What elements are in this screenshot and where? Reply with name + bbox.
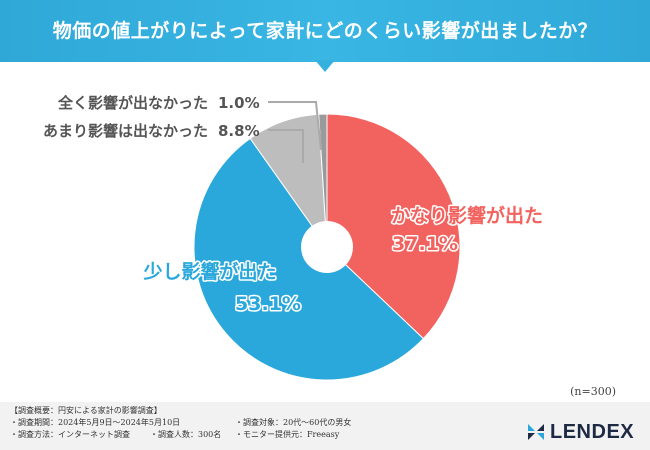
survey-heading: 【調査概要：円安による家計の影響調査】: [10, 406, 162, 415]
slice-great-impact: [326, 113, 461, 340]
leader-line-no-impact: [268, 101, 322, 151]
slice-value-some-impact: 53.1%: [235, 293, 301, 315]
lendex-logo-icon: [528, 424, 544, 440]
slice-label-little-impact: あまり影響は出なかった: [43, 122, 208, 140]
survey-period: ・調査期間：2024年5月9日〜2024年5月10日: [10, 418, 181, 427]
slice-label-no-impact: 全く影響が出なかった: [57, 94, 208, 112]
survey-method: ・調査方法：インターネット調査: [10, 430, 130, 439]
donut-hole: [301, 221, 353, 273]
slice-label-some-impact: 少し影響が出た: [142, 260, 276, 283]
leader-line-little-impact: [268, 129, 304, 163]
chart-title: 物価の値上がりによって家計にどのくらい影響が出ましたか？: [52, 20, 598, 42]
survey-provider: ・モニター提供元：Freeasy: [235, 430, 340, 439]
header-banner: [0, 0, 650, 62]
slice-value-no-impact: 1.0%: [218, 94, 260, 112]
lendex-logo-text: LENDEX: [550, 421, 635, 443]
slice-value-great-impact: 37.1%: [392, 233, 458, 255]
slice-value-little-impact: 8.8%: [218, 122, 260, 140]
slice-label-great-impact: かなり影響が出た: [391, 204, 543, 227]
survey-target: ・調査対象：20代〜60代の男女: [235, 418, 352, 427]
header-pointer: [315, 60, 335, 72]
survey-count: ・調査人数：300名: [150, 430, 222, 439]
sample-size: (n=300): [570, 385, 616, 398]
footer: [0, 402, 650, 450]
